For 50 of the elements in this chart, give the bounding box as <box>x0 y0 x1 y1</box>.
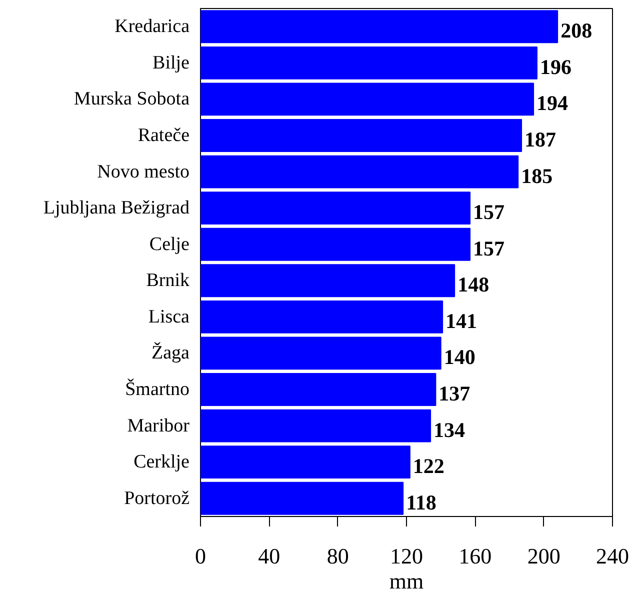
bar <box>200 228 471 261</box>
y-tick-label: Ljubljana Bežigrad <box>43 198 190 219</box>
y-tick-label: Lisca <box>148 306 190 328</box>
bar <box>200 10 558 44</box>
data-label: 141 <box>446 308 478 333</box>
data-label: 157 <box>473 200 505 224</box>
data-label: 157 <box>473 236 505 260</box>
y-tick-label: Cerklje <box>134 452 190 473</box>
bar <box>200 192 471 225</box>
bar <box>200 46 538 80</box>
y-tick-label: Maribor <box>127 415 190 436</box>
data-label: 194 <box>536 91 569 116</box>
bar <box>200 264 456 298</box>
bar <box>200 409 432 442</box>
data-label: 140 <box>444 345 476 370</box>
data-label: 187 <box>524 128 556 152</box>
bar <box>200 482 404 515</box>
bar <box>200 373 436 406</box>
bar <box>200 446 410 479</box>
y-tick-label: Novo mesto <box>97 161 190 182</box>
y-tick-label: Bilje <box>152 52 190 74</box>
data-label: 148 <box>458 272 490 297</box>
y-tick-label: Murska Sobota <box>74 88 190 110</box>
bar <box>200 155 519 188</box>
bar <box>200 336 442 370</box>
x-tick-label: 80 <box>326 544 349 568</box>
x-axis-title: mm <box>389 568 424 594</box>
x-tick-label: 0 <box>195 544 206 568</box>
y-tick-label: Brnik <box>146 270 190 292</box>
bar <box>200 82 534 116</box>
x-tick-label: 40 <box>258 544 280 568</box>
x-tick-label: 160 <box>458 544 492 568</box>
data-label: 196 <box>540 54 572 79</box>
y-tick-label: Šmartno <box>125 378 190 400</box>
data-label: 122 <box>412 454 444 478</box>
x-tick-label: 240 <box>596 544 629 568</box>
bar <box>200 300 444 334</box>
y-tick-label: Rateče <box>138 125 190 146</box>
data-label: 118 <box>406 490 436 514</box>
bar <box>200 119 522 152</box>
x-tick-label: 200 <box>527 544 560 568</box>
data-label: 208 <box>560 18 592 43</box>
data-label: 185 <box>521 164 553 188</box>
x-tick-label: 120 <box>390 544 423 568</box>
y-tick-label: Portorož <box>124 488 190 509</box>
y-tick-label: Kredarica <box>114 16 190 38</box>
data-label: 137 <box>438 382 470 406</box>
data-label: 134 <box>434 418 466 442</box>
y-tick-label: Žaga <box>152 342 190 364</box>
y-tick-label: Celje <box>149 234 190 255</box>
